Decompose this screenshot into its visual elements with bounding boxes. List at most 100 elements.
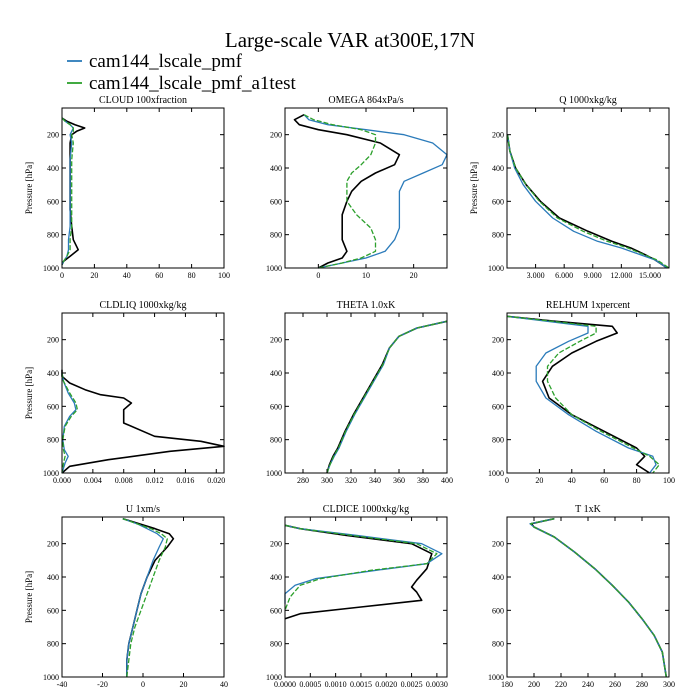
x-tick-label: 20 <box>410 271 418 280</box>
series-line-1 <box>293 113 401 269</box>
series-line-3 <box>529 518 667 678</box>
plot-frame <box>506 312 670 474</box>
x-tick-label: 300 <box>663 680 675 689</box>
x-tick-label: 280 <box>636 680 648 689</box>
x-tick-label: 0 <box>141 680 145 689</box>
x-tick-label: 0.0025 <box>401 680 423 689</box>
series-line-3 <box>506 134 670 269</box>
x-tick-label: 0.0015 <box>350 680 372 689</box>
x-tick-label: 10 <box>362 271 370 280</box>
chart-panel-3: Q 1000xkg/kg Pressure [hPa] 3.000 6.000 9.00… <box>469 95 670 280</box>
x-tick-label: 0 <box>60 271 64 280</box>
y-tick-label: 400 <box>47 164 59 173</box>
x-tick-label: 280 <box>297 476 309 485</box>
x-tick-label: 40 <box>123 271 131 280</box>
series-line-2 <box>529 518 667 678</box>
y-tick-label: 200 <box>270 540 282 549</box>
y-tick-label: 400 <box>270 573 282 582</box>
y-tick-label: 200 <box>270 336 282 345</box>
series-line-2 <box>303 114 448 269</box>
y-tick-label: 1000 <box>488 673 504 682</box>
y-tick-label: 600 <box>47 606 59 615</box>
panel-title: Q 1000xkg/kg <box>559 95 617 106</box>
y-axis-label: Pressure [hPa] <box>24 162 34 214</box>
panel-title: THETA 1.0xK <box>337 300 396 311</box>
plot-frame <box>61 107 225 269</box>
y-tick-label: 800 <box>270 436 282 445</box>
y-tick-label: 600 <box>270 402 282 411</box>
x-tick-label: 20 <box>535 476 543 485</box>
x-tick-label: 400 <box>441 476 453 485</box>
x-tick-label: 0.0010 <box>325 680 347 689</box>
x-tick-label: 100 <box>663 476 675 485</box>
x-tick-label: 40 <box>568 476 576 485</box>
x-tick-label: 12.000 <box>610 271 632 280</box>
x-tick-label: 340 <box>369 476 381 485</box>
chart-panel-1: CLOUD 100xfraction Pressure [hPa] 0 20 40 60 8… <box>24 95 230 280</box>
y-axis-label: Pressure [hPa] <box>24 571 34 623</box>
x-tick-label: 220 <box>555 680 567 689</box>
x-tick-label: 20 <box>90 271 98 280</box>
x-tick-label: 6.000 <box>555 271 573 280</box>
series-line-3 <box>303 114 377 269</box>
y-tick-label: 1000 <box>43 673 59 682</box>
chart-panel-2: OMEGA 864xPa/s 0 10 20 200 400 600 800 1000 <box>266 95 448 280</box>
x-tick-label: 300 <box>321 476 333 485</box>
series-line-3 <box>61 117 74 265</box>
y-tick-label: 1000 <box>43 469 59 478</box>
series-line-1 <box>530 517 668 678</box>
x-tick-label: -20 <box>97 680 108 689</box>
x-tick-label: 100 <box>218 271 230 280</box>
x-tick-label: 40 <box>220 680 228 689</box>
y-tick-label: 800 <box>47 640 59 649</box>
panel-title: CLOUD 100xfraction <box>99 95 187 106</box>
y-tick-label: 800 <box>492 231 504 240</box>
y-tick-label: 400 <box>492 573 504 582</box>
x-tick-label: 0.0000 <box>274 680 296 689</box>
y-tick-label: 200 <box>492 540 504 549</box>
plot-frame <box>61 516 225 678</box>
chart-panel-6: RELHUM 1xpercent 0 20 40 60 80 100 200 400 600 800… <box>488 300 675 485</box>
series-line-3 <box>122 518 168 678</box>
x-tick-label: 180 <box>501 680 513 689</box>
y-tick-label: 200 <box>47 336 59 345</box>
series-line-1 <box>326 320 448 474</box>
x-tick-label: 0.016 <box>176 476 194 485</box>
y-tick-label: 400 <box>47 573 59 582</box>
x-tick-label: 260 <box>609 680 621 689</box>
x-tick-label: 200 <box>528 680 540 689</box>
series-line-3 <box>284 524 438 611</box>
y-tick-label: 1000 <box>266 264 282 273</box>
plot-frame <box>284 516 448 678</box>
y-tick-label: 600 <box>47 402 59 411</box>
y-tick-label: 600 <box>270 197 282 206</box>
series-line-3 <box>326 320 448 474</box>
x-tick-label: 80 <box>188 271 196 280</box>
y-tick-label: 800 <box>492 436 504 445</box>
series-line-1 <box>284 524 433 620</box>
x-tick-label: 0.004 <box>84 476 102 485</box>
y-tick-label: 800 <box>270 640 282 649</box>
panels: CLOUD 100xfraction Pressure [hPa] 0 20 40 60 8… <box>24 95 675 689</box>
chart-panel-4: CLDLIQ 1000xkg/kg Pressure [hPa] 0.000 0.00… <box>24 300 225 485</box>
plot-frame <box>284 312 448 474</box>
y-tick-label: 600 <box>492 606 504 615</box>
y-tick-label: 400 <box>270 369 282 378</box>
y-tick-label: 800 <box>492 640 504 649</box>
plot-frame <box>506 107 670 269</box>
x-tick-label: 0.0005 <box>299 680 321 689</box>
plot-frame <box>61 312 225 474</box>
chart-panel-5: THETA 1.0xK 280 300 320 340 360 380 400 200 400 60… <box>266 300 453 485</box>
x-tick-label: 0 <box>505 476 509 485</box>
x-tick-label: 0.000 <box>53 476 71 485</box>
plot-frame <box>506 516 670 678</box>
x-tick-label: 360 <box>393 476 405 485</box>
y-axis-label: Pressure [hPa] <box>24 367 34 419</box>
x-tick-label: 0.0020 <box>375 680 397 689</box>
series-line-3 <box>61 372 79 474</box>
x-tick-label: 9.000 <box>584 271 602 280</box>
series-line-2 <box>61 372 77 474</box>
x-tick-label: 320 <box>345 476 357 485</box>
panel-title: RELHUM 1xpercent <box>546 300 630 311</box>
series-line-3 <box>506 315 660 474</box>
